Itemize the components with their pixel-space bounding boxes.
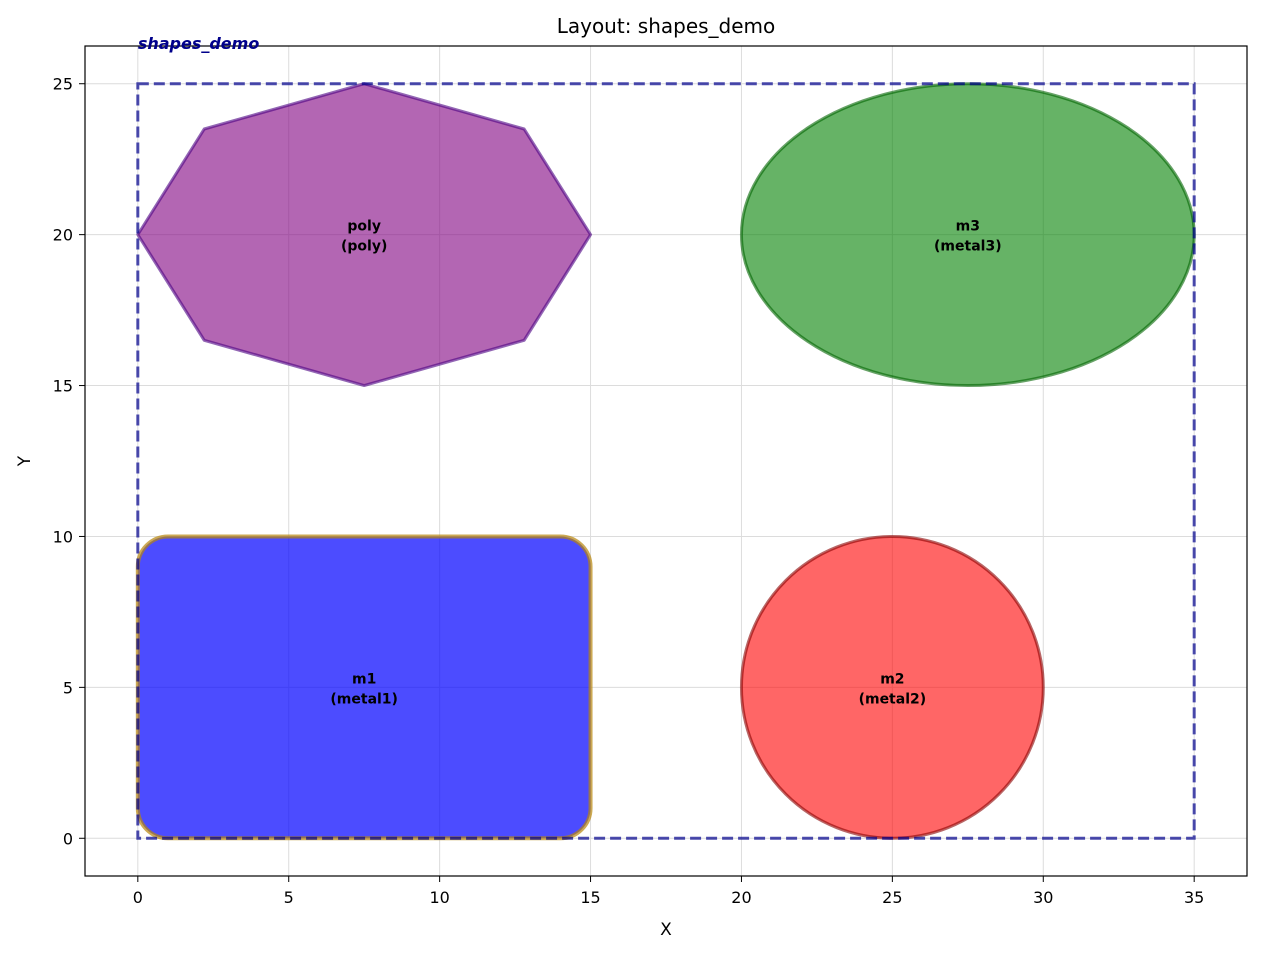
x-tick-label: 20 xyxy=(731,888,751,907)
shape-poly xyxy=(136,82,593,388)
chart-title: Layout: shapes_demo xyxy=(557,14,776,38)
shape-label-m1: m1 xyxy=(352,671,376,687)
x-tick-label: 5 xyxy=(284,888,294,907)
shape-layer-label-m2: (metal2) xyxy=(859,691,927,707)
y-axis-label: Y xyxy=(15,455,35,467)
y-tick-label: 20 xyxy=(53,226,73,245)
x-tick-label: 15 xyxy=(580,888,600,907)
x-axis-label: X xyxy=(660,920,672,940)
shape-layer-label-m3: (metal3) xyxy=(934,239,1002,255)
shape-label-m2: m2 xyxy=(880,671,904,687)
y-tick-label: 10 xyxy=(53,527,73,546)
shapes-layer: m1 (metal1) m2 (metal2) poly (poly) m3 (metal3) xyxy=(135,82,1196,841)
shape-layer-label-poly: (poly) xyxy=(341,239,387,255)
axes-frame xyxy=(84,45,1248,877)
y-tick-label: 0 xyxy=(63,829,73,848)
y-tick-label: 25 xyxy=(53,75,73,94)
shape-label-m3: m3 xyxy=(956,219,980,235)
x-tick-label: 10 xyxy=(429,888,449,907)
cell-bounding-box xyxy=(136,82,1196,840)
cell-border-layer xyxy=(136,82,1196,840)
x-axis-ticks: 0 5 10 15 20 25 30 35 xyxy=(133,876,1204,907)
x-tick-label: 0 xyxy=(133,888,143,907)
y-axis-ticks: 0 5 10 15 20 25 xyxy=(53,75,85,848)
shape-layer-label-m1: (metal1) xyxy=(330,691,398,707)
y-tick-label: 5 xyxy=(63,678,73,697)
cell-name-label: shapes_demo xyxy=(138,34,260,53)
x-tick-label: 35 xyxy=(1184,888,1204,907)
x-tick-label: 30 xyxy=(1033,888,1053,907)
shape-label-poly: poly xyxy=(347,219,381,235)
y-tick-label: 15 xyxy=(53,377,73,396)
x-tick-label: 25 xyxy=(882,888,902,907)
